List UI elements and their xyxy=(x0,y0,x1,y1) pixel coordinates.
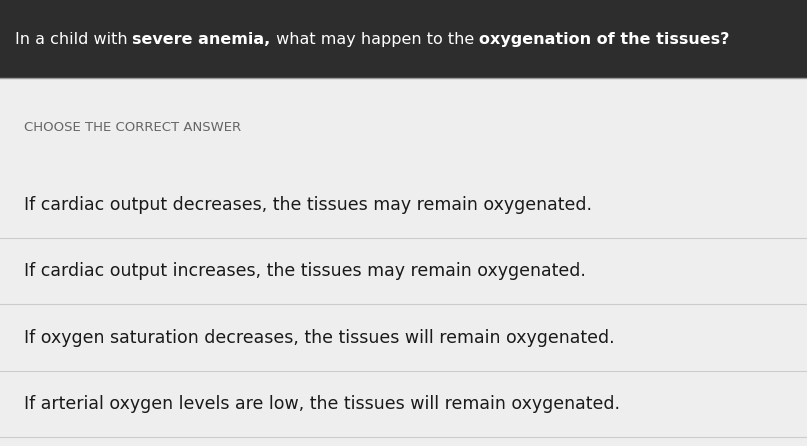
Text: what may happen to the: what may happen to the xyxy=(270,32,479,46)
Text: If cardiac output decreases, the tissues may remain oxygenated.: If cardiac output decreases, the tissues… xyxy=(24,196,592,214)
Text: CHOOSE THE CORRECT ANSWER: CHOOSE THE CORRECT ANSWER xyxy=(24,120,241,134)
Text: oxygenation of the tissues?: oxygenation of the tissues? xyxy=(479,32,730,46)
Text: If oxygen saturation decreases, the tissues will remain oxygenated.: If oxygen saturation decreases, the tiss… xyxy=(24,329,615,347)
Text: severe anemia,: severe anemia, xyxy=(132,32,270,46)
FancyBboxPatch shape xyxy=(0,78,807,446)
Text: If arterial oxygen levels are low, the tissues will remain oxygenated.: If arterial oxygen levels are low, the t… xyxy=(24,395,621,413)
Text: If cardiac output increases, the tissues may remain oxygenated.: If cardiac output increases, the tissues… xyxy=(24,262,586,280)
FancyBboxPatch shape xyxy=(0,0,807,78)
Text: In a child with: In a child with xyxy=(15,32,132,46)
